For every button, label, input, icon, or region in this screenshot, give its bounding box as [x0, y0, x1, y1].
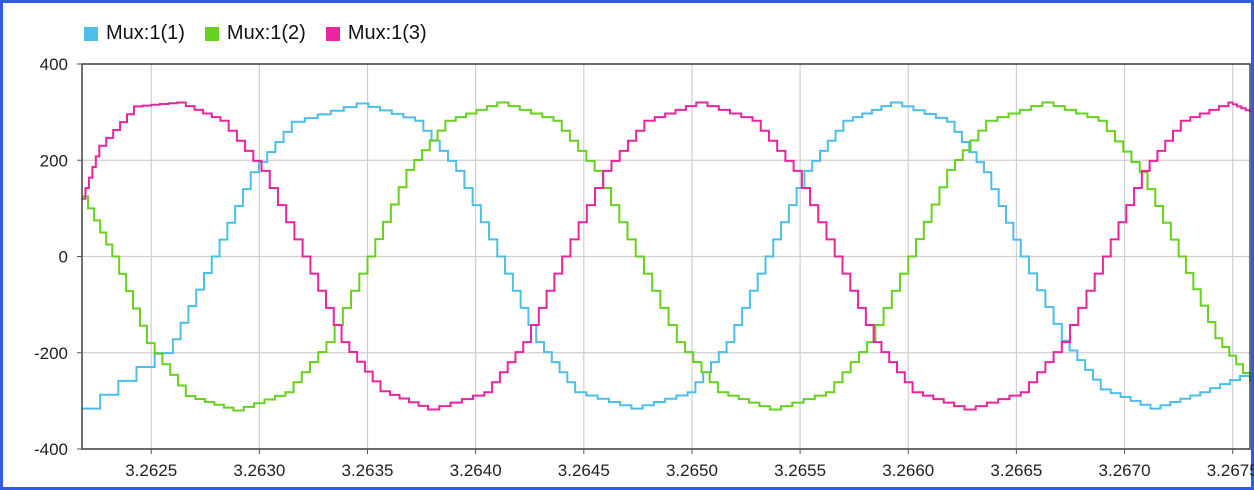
y-tick-label-4: -400 — [34, 440, 68, 459]
x-tick-label-7: 3.2660 — [882, 461, 934, 480]
legend-label-mux-1-1: Mux:1(1) — [106, 22, 185, 44]
x-tick-label-10: 3.2675 — [1207, 461, 1254, 480]
legend-item-mux-1-1[interactable]: Mux:1(1) — [84, 22, 185, 45]
tick-layer: 3.2625 3.2630 3.2635 3.2640 3.2645 3.2650 3.26… — [34, 55, 1254, 480]
legend-item-mux-1-2[interactable]: Mux:1(2) — [204, 22, 306, 45]
legend: Mux:1(1) Mux:1(2) Mux:1(3) — [84, 22, 447, 45]
series-line-mux-1-1 — [82, 101, 1251, 410]
series-line-mux-1-3 — [82, 101, 1251, 411]
series-layer — [82, 101, 1251, 412]
x-tick-label-8: 3.2665 — [990, 461, 1042, 480]
legend-item-mux-1-3[interactable]: Mux:1(3) — [325, 22, 427, 45]
grid-layer — [82, 63, 1250, 450]
y-tick-label-2: 0 — [59, 248, 68, 267]
y-tick-label-3: -200 — [34, 344, 68, 363]
x-tick-label-5: 3.2650 — [666, 461, 718, 480]
legend-label-mux-1-3: Mux:1(3) — [347, 22, 427, 44]
y-tick-label-1: 200 — [40, 151, 68, 170]
legend-label-mux-1-2: Mux:1(2) — [226, 22, 306, 44]
x-tick-label-1: 3.2630 — [233, 461, 285, 480]
x-tick-label-2: 3.2635 — [342, 461, 394, 480]
x-tick-label-3: 3.2640 — [450, 461, 502, 480]
x-tick-label-0: 3.2625 — [125, 461, 177, 480]
legend-swatch-mux-1-3 — [325, 26, 340, 41]
legend-swatch-mux-1-1 — [84, 26, 98, 41]
legend-swatch-mux-1-2 — [204, 26, 219, 41]
x-tick-label-6: 3.2655 — [774, 461, 826, 480]
series-line-mux-1-2 — [82, 101, 1251, 412]
x-tick-label-4: 3.2645 — [558, 461, 610, 480]
y-tick-label-0: 400 — [40, 55, 68, 74]
x-tick-label-9: 3.2670 — [1099, 461, 1151, 480]
